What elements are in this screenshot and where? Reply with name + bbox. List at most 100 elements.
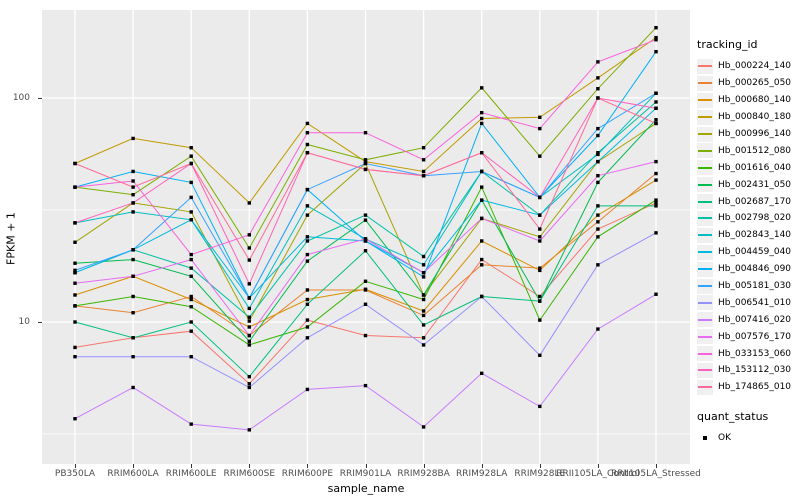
data-point [363,161,368,166]
data-point [421,425,426,429]
legend-key-line-icon [697,244,713,260]
x-tick-label-RRIM600LE: RRIM600LE [165,469,217,479]
data-point [480,263,484,267]
data-point [189,354,193,359]
data-point [538,294,542,299]
data-point [654,118,658,122]
data-point [305,187,310,192]
data-point [538,318,542,322]
data-point [363,383,368,388]
x-tick-mark [365,464,367,468]
data-point [480,150,484,155]
data-point [73,281,77,285]
x-axis-title: sample_name [327,482,405,495]
legend-key-color-line [698,251,712,254]
data-point [538,353,542,358]
data-point [596,213,600,217]
data-point [363,158,368,162]
data-point [421,336,426,340]
data-point [480,216,484,221]
data-point [73,417,77,421]
legend-label: Hb_033153_060 [718,348,792,359]
legend-key-color-line [698,65,712,68]
data-point [247,385,251,390]
data-point [654,106,658,110]
data-point [247,343,251,347]
data-point [654,204,658,208]
legend-label: Hb_000680_140 [718,95,792,106]
data-point [538,195,542,200]
data-point [73,268,77,273]
data-point [363,130,368,135]
legend-entry-Hb_000224_140: Hb_000224_140 [697,58,797,75]
legend-key-color-line [698,99,712,102]
data-point [596,227,600,231]
data-point [73,261,77,265]
data-point [596,87,600,91]
data-point [247,306,251,311]
legend-key-color-line [698,369,712,372]
legend-entry-Hb_002798_020: Hb_002798_020 [697,210,797,227]
data-point [247,201,251,205]
legend-label: Hb_006541_010 [718,297,792,308]
data-point [480,371,484,376]
data-point [596,96,600,100]
legend-key-color-line [698,217,712,220]
data-point [247,233,251,237]
quant-status-label: OK [718,433,731,444]
y-axis-title: FPKM + 1 [4,212,18,265]
data-point [247,428,251,432]
data-point [73,354,77,359]
data-point [189,218,193,222]
legend-label: Hb_000996_140 [718,129,792,139]
data-point [73,161,77,166]
data-point [363,159,368,164]
data-point [363,333,368,338]
data-point [421,323,426,327]
legend-key-color-line [698,285,712,288]
data-point [596,152,600,157]
data-point [131,257,135,262]
data-point [131,185,135,189]
data-point [363,239,368,243]
legend-label: Hb_153112_030 [718,365,792,376]
data-point [189,180,193,185]
data-point [480,257,484,262]
legend-key-line-icon [697,261,713,277]
data-point [305,204,310,208]
x-tick-label-RRIM928LA: RRIM928LA [455,469,508,479]
data-point [247,374,251,379]
legend-key-line-icon [697,75,713,91]
data-point [73,240,77,244]
legend-key-color-line [698,166,712,169]
legend-entry-Hb_000680_140: Hb_000680_140 [697,92,797,109]
data-point [131,169,135,174]
legend-label: Hb_000840_180 [718,112,792,123]
legend-entry-Hb_174865_010: Hb_174865_010 [697,379,797,396]
data-point [305,150,310,155]
data-point [654,198,658,202]
data-point [596,173,600,178]
data-point [305,387,310,392]
legend-label: Hb_001512_080 [718,145,792,156]
legend-key-line-icon [697,109,713,125]
data-point [247,282,251,286]
data-point [654,201,658,205]
data-point [654,91,658,95]
data-point [538,404,542,409]
data-point [73,221,77,225]
data-point [305,235,310,239]
legend-label: Hb_005181_030 [718,281,792,292]
data-point [305,325,310,329]
legend-key-color-line [698,268,712,271]
legend-key-line-icon [697,379,713,395]
legend-label: Hb_002843_140 [718,230,792,241]
data-point [131,294,135,299]
data-point [247,333,251,338]
data-point [73,270,77,275]
data-point [480,169,484,174]
legend-key-line-icon [697,210,713,226]
legend-entry-Hb_001512_080: Hb_001512_080 [697,142,797,159]
data-point [596,220,600,224]
